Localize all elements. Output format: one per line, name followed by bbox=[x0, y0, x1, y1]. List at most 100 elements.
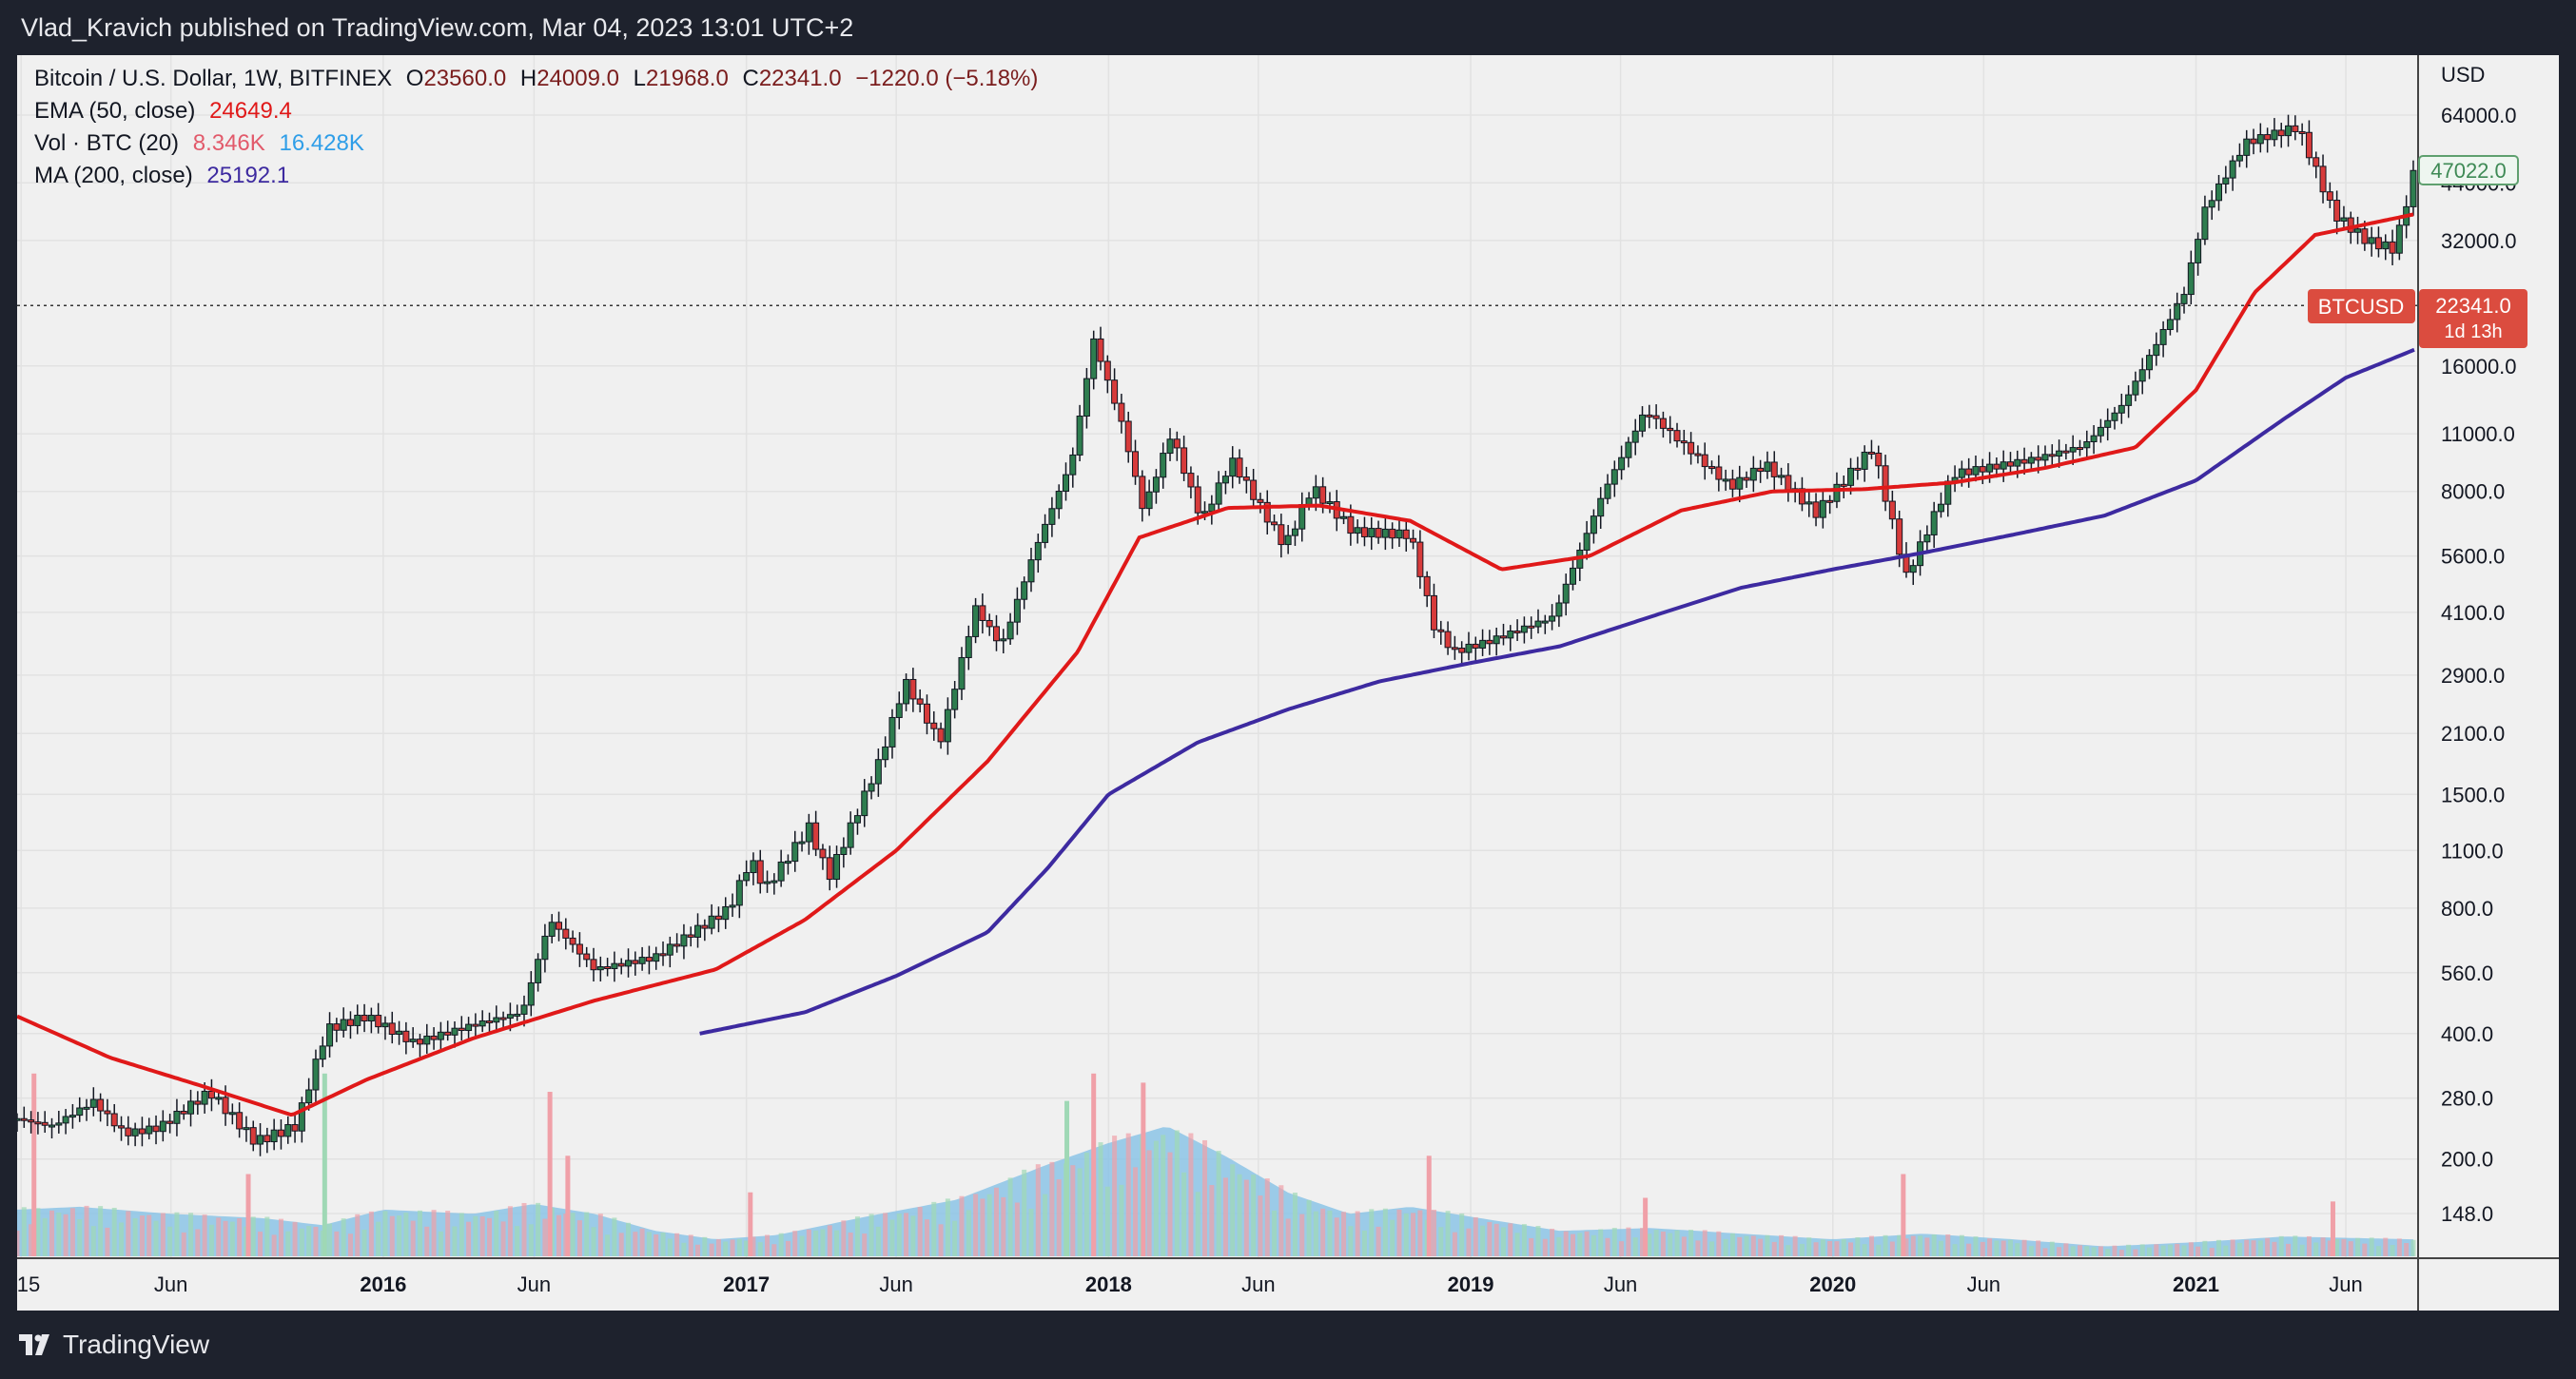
volume-bar bbox=[1786, 1245, 1791, 1256]
candle-body bbox=[2041, 454, 2049, 461]
candle-body bbox=[243, 1127, 250, 1131]
candle-body bbox=[2048, 454, 2056, 457]
volume-bar bbox=[980, 1198, 986, 1256]
candle-body bbox=[2347, 217, 2354, 233]
legend-ma[interactable]: MA (200, close) 25192.1 bbox=[34, 160, 1038, 192]
volume-bar bbox=[2230, 1239, 2235, 1256]
candle-body bbox=[659, 953, 667, 957]
volume-bar bbox=[2084, 1246, 2090, 1256]
chart-svg[interactable]: 64000.044000.032000.016000.011000.08000.… bbox=[13, 55, 2559, 1311]
candle-body bbox=[1805, 501, 1813, 505]
volume-bar bbox=[42, 1217, 48, 1256]
volume-bar bbox=[521, 1202, 527, 1256]
volume-bar bbox=[1883, 1234, 1888, 1256]
volume-bar bbox=[1022, 1169, 1027, 1256]
price-axis[interactable] bbox=[2418, 55, 2559, 1311]
candle-body bbox=[944, 709, 951, 743]
candle-body bbox=[478, 1020, 486, 1027]
volume-bar bbox=[667, 1238, 673, 1256]
candle-body bbox=[673, 943, 681, 947]
volume-bar bbox=[1417, 1210, 1423, 1256]
volume-bar bbox=[98, 1206, 104, 1256]
volume-bar bbox=[1744, 1235, 1749, 1256]
legend-volume[interactable]: Vol · BTC (20) 8.346K 16.428K bbox=[34, 127, 1038, 160]
candle-body bbox=[632, 960, 639, 964]
candle-body bbox=[437, 1031, 444, 1040]
candle-body bbox=[1124, 420, 1132, 453]
candle-body bbox=[228, 1112, 236, 1116]
legend-ema[interactable]: EMA (50, close) 24649.4 bbox=[34, 95, 1038, 127]
candle-body bbox=[444, 1031, 452, 1036]
candle-body bbox=[506, 1014, 514, 1020]
volume-bar bbox=[868, 1214, 874, 1256]
candle-body bbox=[2097, 426, 2104, 437]
legend-ema-value: 24649.4 bbox=[209, 98, 292, 124]
y-tick-label: 400.0 bbox=[2441, 1022, 2493, 1046]
candle-body bbox=[2195, 239, 2202, 263]
candle-body bbox=[909, 678, 917, 700]
candle-body bbox=[638, 957, 646, 964]
candle-body bbox=[41, 1121, 49, 1126]
volume-bar bbox=[2049, 1241, 2055, 1256]
tradingview-logo[interactable]: TradingView bbox=[19, 1330, 209, 1360]
candle-body bbox=[2374, 237, 2382, 250]
x-tick-label: Jun bbox=[2329, 1272, 2362, 1296]
volume-bar bbox=[69, 1208, 75, 1256]
volume-bar bbox=[208, 1224, 214, 1256]
volume-bar bbox=[181, 1232, 186, 1256]
candle-body bbox=[458, 1027, 465, 1032]
candle-body bbox=[2389, 241, 2396, 254]
tradingview-icon bbox=[19, 1334, 49, 1355]
candle-body bbox=[729, 904, 736, 908]
volume-bar bbox=[1070, 1165, 1076, 1256]
volume-bar bbox=[1369, 1209, 1375, 1256]
volume-bar bbox=[1660, 1231, 1666, 1256]
volume-bar bbox=[1542, 1238, 1548, 1256]
volume-bar bbox=[1112, 1136, 1118, 1256]
ema-50-line bbox=[16, 212, 2414, 1117]
candle-body bbox=[882, 746, 889, 761]
volume-bar bbox=[1590, 1234, 1596, 1256]
countdown-value: 1d 13h bbox=[2444, 321, 2502, 342]
volume-bar bbox=[1889, 1241, 1895, 1256]
candle-body bbox=[1013, 598, 1021, 623]
volume-bar bbox=[924, 1219, 929, 1256]
candle-body bbox=[1520, 625, 1528, 633]
volume-bar bbox=[1653, 1230, 1659, 1256]
candle-body bbox=[1166, 438, 1174, 455]
candle-body bbox=[1631, 430, 1639, 443]
volume-bar bbox=[1668, 1233, 1673, 1256]
y-tick-label: 32000.0 bbox=[2441, 229, 2517, 253]
volume-bar bbox=[1161, 1135, 1166, 1256]
candle-body bbox=[756, 860, 764, 884]
candle-body bbox=[1826, 499, 1834, 503]
x-tick-label: 2018 bbox=[1085, 1272, 1132, 1296]
legend-symbol[interactable]: Bitcoin / U.S. Dollar, 1W, BITFINEX bbox=[34, 66, 393, 91]
volume-bar bbox=[167, 1226, 173, 1256]
volume-bar bbox=[2265, 1237, 2271, 1256]
y-tick-label: 2100.0 bbox=[2441, 722, 2505, 746]
volume-bar bbox=[160, 1213, 166, 1256]
candle-body bbox=[583, 953, 591, 961]
volume-bar bbox=[2202, 1240, 2208, 1256]
volume-bar bbox=[195, 1229, 201, 1256]
chart-area[interactable]: 64000.044000.032000.016000.011000.08000.… bbox=[13, 55, 2559, 1311]
candle-body bbox=[611, 962, 618, 969]
volume-bar bbox=[1452, 1232, 1457, 1256]
candle-body bbox=[2056, 450, 2063, 457]
candle-body bbox=[1298, 504, 1306, 530]
volume-spike-bar bbox=[2330, 1201, 2335, 1256]
candle-body bbox=[1118, 402, 1125, 422]
candle-body bbox=[416, 1039, 423, 1045]
volume-bar bbox=[1355, 1211, 1360, 1256]
candle-body bbox=[596, 965, 604, 971]
candle-body bbox=[805, 822, 812, 843]
volume-bar bbox=[1619, 1241, 1625, 1256]
volume-bar bbox=[410, 1220, 416, 1256]
candle-body bbox=[743, 872, 751, 882]
candle-body bbox=[388, 1022, 396, 1036]
candle-body bbox=[2395, 224, 2403, 254]
volume-bar bbox=[500, 1221, 506, 1256]
volume-bar bbox=[1959, 1234, 1964, 1256]
candle-body bbox=[1569, 567, 1576, 585]
